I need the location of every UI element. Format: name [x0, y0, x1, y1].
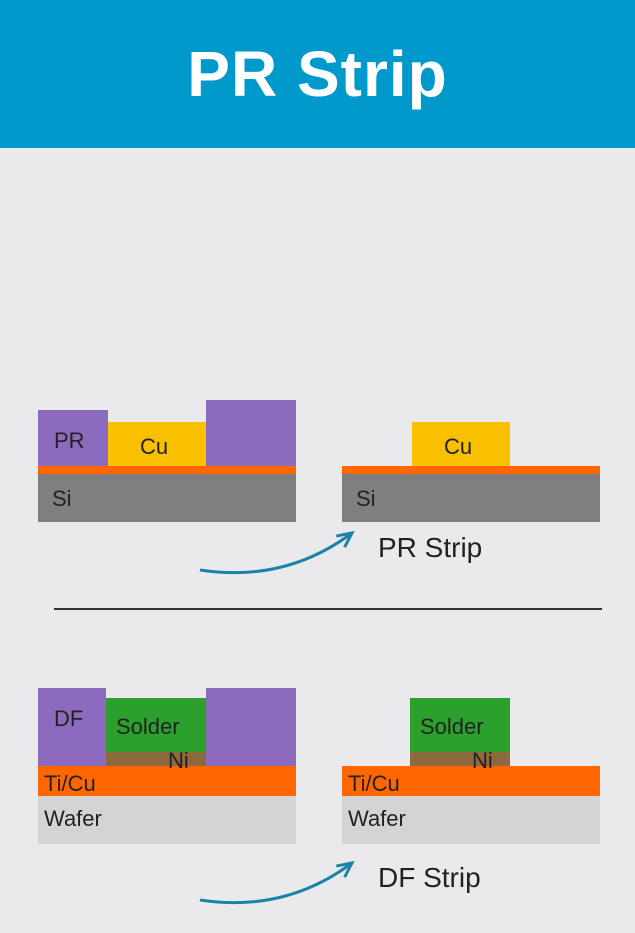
- si-layer: [342, 474, 600, 522]
- cu-layer-label: Cu: [444, 434, 472, 460]
- df-right: [206, 688, 296, 766]
- arrow-pr-strip: [180, 513, 372, 603]
- solder-layer-label: Solder: [420, 714, 484, 740]
- ni-layer: [106, 752, 206, 766]
- ticu-layer-label: Ti/Cu: [348, 771, 400, 797]
- si-layer-label: Si: [356, 486, 376, 512]
- wafer-layer-label: Wafer: [348, 806, 406, 832]
- seed-layer: [38, 466, 296, 474]
- pr-right: [206, 400, 296, 466]
- solder-layer-label: Solder: [116, 714, 180, 740]
- header-title: PR Strip: [187, 37, 447, 111]
- section-divider: [54, 608, 602, 610]
- caption-df-strip: DF Strip: [378, 862, 481, 894]
- caption-pr-strip: PR Strip: [378, 532, 482, 564]
- ni-layer: [410, 752, 510, 766]
- cu-layer-label: Cu: [140, 434, 168, 460]
- arrow-df-strip: [180, 843, 372, 933]
- seed-layer: [342, 466, 600, 474]
- si-layer-label: Si: [52, 486, 72, 512]
- pr-left-label: PR: [54, 428, 85, 454]
- df-left-label: DF: [54, 706, 83, 732]
- header-banner: PR Strip: [0, 0, 635, 148]
- ticu-layer-label: Ti/Cu: [44, 771, 96, 797]
- wafer-layer-label: Wafer: [44, 806, 102, 832]
